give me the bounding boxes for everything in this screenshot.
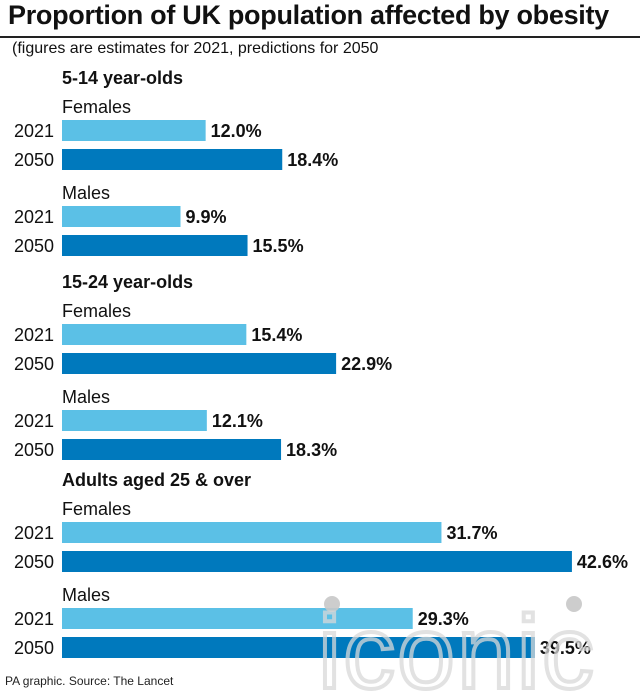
bar bbox=[62, 120, 206, 141]
bar bbox=[62, 324, 247, 345]
data-label: 9.9% bbox=[186, 207, 227, 227]
subgroup-label: Females bbox=[62, 97, 131, 117]
iconic-watermark: iconic bbox=[318, 593, 596, 694]
year-tick-label: 2050 bbox=[14, 150, 54, 170]
bar bbox=[62, 235, 248, 256]
title-divider bbox=[0, 36, 640, 38]
year-tick-label: 2021 bbox=[14, 411, 54, 431]
group-label: 5-14 year-olds bbox=[62, 68, 183, 88]
year-tick-label: 2021 bbox=[14, 207, 54, 227]
source-note: PA graphic. Source: The Lancet bbox=[5, 674, 174, 688]
subgroup-label: Males bbox=[62, 387, 110, 407]
chart-title: Proportion of UK population affected by … bbox=[8, 0, 609, 30]
year-tick-label: 2021 bbox=[14, 325, 54, 345]
bar bbox=[62, 439, 282, 460]
year-tick-label: 2021 bbox=[14, 609, 54, 629]
data-label: 29.3% bbox=[418, 609, 469, 629]
year-tick-label: 2050 bbox=[14, 552, 54, 572]
subgroup-label: Males bbox=[62, 585, 110, 605]
data-label: 39.5% bbox=[540, 638, 591, 658]
subgroup-label: Females bbox=[62, 301, 131, 321]
year-tick-label: 2050 bbox=[14, 440, 54, 460]
bar bbox=[62, 410, 207, 431]
data-label: 12.0% bbox=[211, 121, 262, 141]
data-label: 42.6% bbox=[577, 552, 628, 572]
data-label: 22.9% bbox=[341, 354, 392, 374]
group-label: 15-24 year-olds bbox=[62, 272, 193, 292]
chart-subtitle: (figures are estimates for 2021, predict… bbox=[12, 40, 379, 57]
data-label: 31.7% bbox=[446, 523, 497, 543]
year-tick-label: 2021 bbox=[14, 121, 54, 141]
bar bbox=[62, 206, 181, 227]
year-tick-label: 2050 bbox=[14, 354, 54, 374]
subgroup-label: Females bbox=[62, 499, 131, 519]
data-label: 12.1% bbox=[212, 411, 263, 431]
year-tick-label: 2050 bbox=[14, 638, 54, 658]
bar bbox=[62, 551, 572, 572]
data-label: 18.4% bbox=[287, 150, 338, 170]
bar bbox=[62, 608, 413, 629]
data-label: 15.4% bbox=[251, 325, 302, 345]
year-tick-label: 2021 bbox=[14, 523, 54, 543]
bar bbox=[62, 149, 283, 170]
svg-text:iconic: iconic bbox=[318, 595, 596, 694]
bar bbox=[62, 522, 442, 543]
data-label: 15.5% bbox=[253, 236, 304, 256]
year-tick-label: 2050 bbox=[14, 236, 54, 256]
subgroup-label: Males bbox=[62, 183, 110, 203]
data-label: 18.3% bbox=[286, 440, 337, 460]
bar bbox=[62, 353, 337, 374]
bar bbox=[62, 637, 535, 658]
group-label: Adults aged 25 & over bbox=[62, 470, 251, 490]
